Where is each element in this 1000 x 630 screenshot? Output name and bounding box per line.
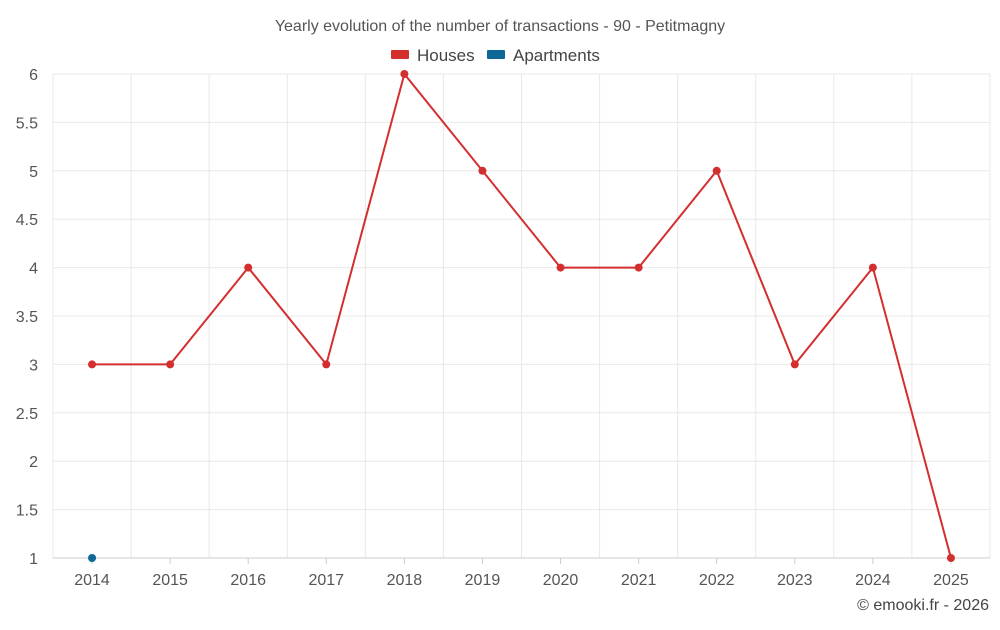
x-tick-label: 2014 [74, 572, 110, 589]
x-tick-label: 2015 [152, 572, 188, 589]
data-point-houses[interactable] [166, 360, 175, 369]
data-point-houses[interactable] [790, 360, 799, 369]
data-point-houses[interactable] [88, 360, 97, 369]
y-tick-label: 4.5 [16, 212, 38, 229]
legend-label-apartments: Apartments [513, 46, 600, 65]
y-tick-label: 2.5 [16, 406, 38, 423]
y-tick-label: 5 [29, 164, 38, 181]
x-tick-label: 2019 [465, 572, 501, 589]
y-tick-label: 1.5 [16, 503, 38, 520]
x-tick-label: 2018 [387, 572, 423, 589]
data-point-houses[interactable] [478, 166, 487, 175]
data-point-apartments[interactable] [88, 554, 97, 562]
axes: 1 1.5 2 2.5 3 3.5 4 4.5 5 5.5 6 2014 2015 2016 2017 201… [16, 67, 990, 589]
y-tick-label: 3 [29, 357, 38, 374]
x-tick-label: 2020 [543, 572, 579, 589]
x-tick-label: 2025 [933, 572, 969, 589]
legend-swatch-houses [391, 50, 409, 59]
series-line-houses [92, 73, 952, 559]
x-tick-label: 2022 [699, 572, 735, 589]
y-tick-label: 1 [29, 551, 38, 568]
grid [52, 73, 991, 558]
legend-item-houses[interactable]: Houses [391, 46, 475, 65]
data-point-houses[interactable] [244, 263, 253, 272]
x-tick-label: 2016 [230, 572, 266, 589]
x-tick-label: 2023 [777, 572, 813, 589]
x-tick-label: 2017 [308, 572, 344, 589]
chart-title: Yearly evolution of the number of transa… [275, 18, 725, 35]
data-point-houses[interactable] [946, 554, 955, 562]
legend-label-houses: Houses [417, 46, 475, 65]
data-point-houses[interactable] [712, 166, 721, 175]
credit-text: © emooki.fr - 2026 [857, 597, 989, 614]
data-point-houses[interactable] [556, 263, 565, 272]
series-layer [88, 70, 955, 562]
x-tick-label: 2024 [855, 572, 891, 589]
data-point-houses[interactable] [400, 70, 409, 78]
data-point-houses[interactable] [322, 360, 331, 369]
legend: Houses Apartments [391, 46, 600, 65]
y-tick-label: 2 [29, 454, 38, 471]
legend-item-apartments[interactable]: Apartments [487, 46, 600, 65]
y-tick-label: 6 [29, 67, 38, 84]
legend-swatch-apartments [487, 50, 505, 59]
y-tick-label: 3.5 [16, 309, 38, 326]
data-point-houses[interactable] [634, 263, 643, 272]
y-tick-label: 4 [29, 261, 38, 278]
x-tick-label: 2021 [621, 572, 657, 589]
data-point-houses[interactable] [868, 263, 877, 272]
y-tick-label: 5.5 [16, 115, 38, 132]
